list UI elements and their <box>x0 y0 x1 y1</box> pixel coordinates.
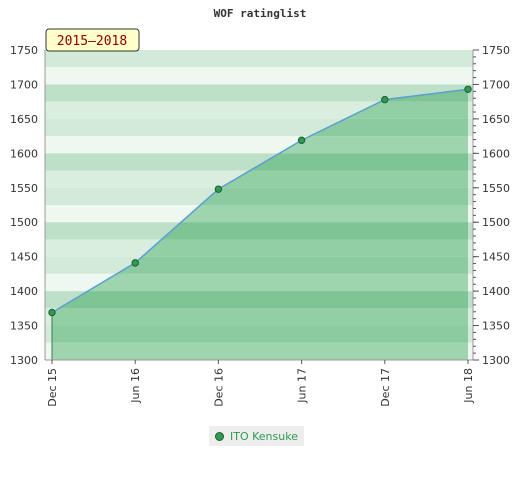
area-band <box>52 325 468 343</box>
legend[interactable]: ITO Kensuke <box>209 426 304 446</box>
data-point[interactable] <box>131 259 139 267</box>
x-tick-label: Jun 17 <box>296 368 309 404</box>
y-tick-label-right: 1400 <box>482 285 510 298</box>
data-point[interactable] <box>48 308 56 317</box>
background-band <box>45 67 473 85</box>
legend-marker <box>215 431 224 441</box>
area-band <box>52 342 468 360</box>
y-tick-label-left: 1600 <box>10 147 38 160</box>
y-tick-label-left: 1500 <box>10 216 38 229</box>
area-band <box>52 273 468 292</box>
series-line <box>51 88 469 314</box>
y-tick-label-right: 1500 <box>482 216 510 229</box>
y-tick-label-right: 1350 <box>482 320 510 333</box>
period-box: 2015–2018 <box>45 28 140 52</box>
data-points <box>48 85 472 317</box>
y-tick-label-right: 1700 <box>482 78 510 91</box>
y-tick-label-left: 1750 <box>10 44 38 57</box>
data-point[interactable] <box>464 85 472 93</box>
x-tick-label: Dec 17 <box>379 368 392 407</box>
y-tick-label-left: 1550 <box>10 182 38 195</box>
y-tick-label-right: 1450 <box>482 251 510 264</box>
x-tick-label: Jun 16 <box>129 368 142 404</box>
y-tick-label-left: 1650 <box>10 113 38 126</box>
area-band <box>52 308 468 326</box>
background-band <box>45 50 473 68</box>
y-tick-label-left: 1450 <box>10 251 38 264</box>
y-tick-label-right: 1750 <box>482 44 510 57</box>
data-point[interactable] <box>214 185 223 193</box>
background-band <box>45 84 473 102</box>
area-band <box>52 291 468 309</box>
data-point[interactable] <box>381 95 389 104</box>
legend-series-name: ITO Kensuke <box>230 429 298 443</box>
y-tick-label-left: 1300 <box>10 354 38 367</box>
axes: 1300 1300 1350 1350 1400 1400 1450 1450 1500 1500… <box>10 44 510 407</box>
y-tick-label-right: 1650 <box>482 113 510 126</box>
chart-title: WOF ratinglist <box>214 7 307 20</box>
y-tick-label-right: 1300 <box>482 354 510 367</box>
x-tick-label: Dec 15 <box>46 368 59 407</box>
y-tick-label-left: 1350 <box>10 320 38 333</box>
data-point[interactable] <box>297 136 306 144</box>
y-tick-label-left: 1400 <box>10 285 38 298</box>
period-label: 2015–2018 <box>57 34 127 49</box>
x-tick-label: Dec 16 <box>212 368 225 407</box>
y-tick-label-right: 1550 <box>482 182 510 195</box>
area-band <box>52 256 468 274</box>
y-tick-label-left: 1700 <box>10 78 38 91</box>
y-tick-label-right: 1600 <box>482 147 510 160</box>
x-tick-label: Jun 18 <box>462 368 475 404</box>
